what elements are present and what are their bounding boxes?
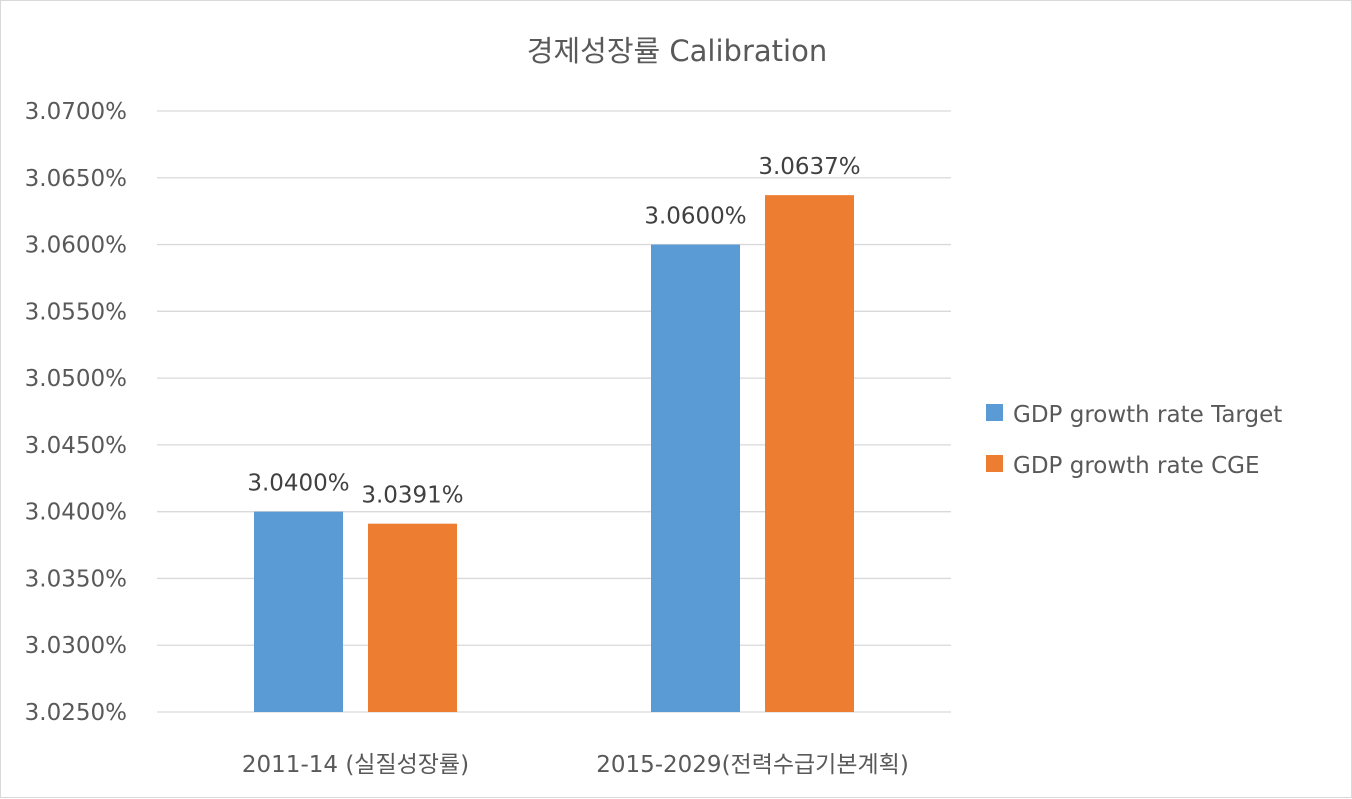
chart-title: 경제성장률 Calibration [527, 34, 827, 68]
x-category-label: 2011-14 (실질성장률) [242, 752, 469, 778]
bar [651, 244, 740, 713]
x-axis-categories: 2011-14 (실질성장률) 2015-2029(전력수급기본계획) [242, 752, 909, 778]
legend: GDP growth rate Target GDP growth rate CG… [986, 402, 1282, 479]
bar [765, 195, 854, 712]
x-category-label: 2015-2029(전력수급기본계획) [596, 752, 909, 778]
data-label: 3.0400% [247, 471, 349, 497]
y-axis-ticks: 3.0250% 3.0300% 3.0350% 3.0400% 3.0450% 3.050… [25, 99, 127, 726]
legend-entry: GDP growth rate CGE [1013, 453, 1260, 479]
bar [254, 511, 343, 712]
legend-entry: GDP growth rate Target [1013, 402, 1282, 428]
y-tick-label: 3.0250% [25, 700, 127, 726]
y-tick-label: 3.0600% [25, 233, 127, 259]
y-tick-label: 3.0450% [25, 433, 127, 459]
bar [368, 523, 457, 712]
y-tick-label: 3.0500% [25, 366, 127, 392]
y-tick-label: 3.0300% [25, 633, 127, 659]
y-tick-label: 3.0400% [25, 500, 127, 526]
data-label: 3.0637% [758, 154, 860, 180]
y-tick-label: 3.0350% [25, 566, 127, 592]
data-labels: 3.0400% 3.0391% 3.0600% 3.0637% [247, 154, 860, 509]
y-tick-label: 3.0650% [25, 166, 127, 192]
bars [254, 195, 854, 713]
data-label: 3.0600% [644, 204, 746, 230]
y-tick-label: 3.0700% [25, 99, 127, 125]
data-label: 3.0391% [361, 483, 463, 509]
y-tick-label: 3.0550% [25, 299, 127, 325]
legend-swatch [986, 404, 1003, 421]
legend-swatch [986, 455, 1003, 472]
